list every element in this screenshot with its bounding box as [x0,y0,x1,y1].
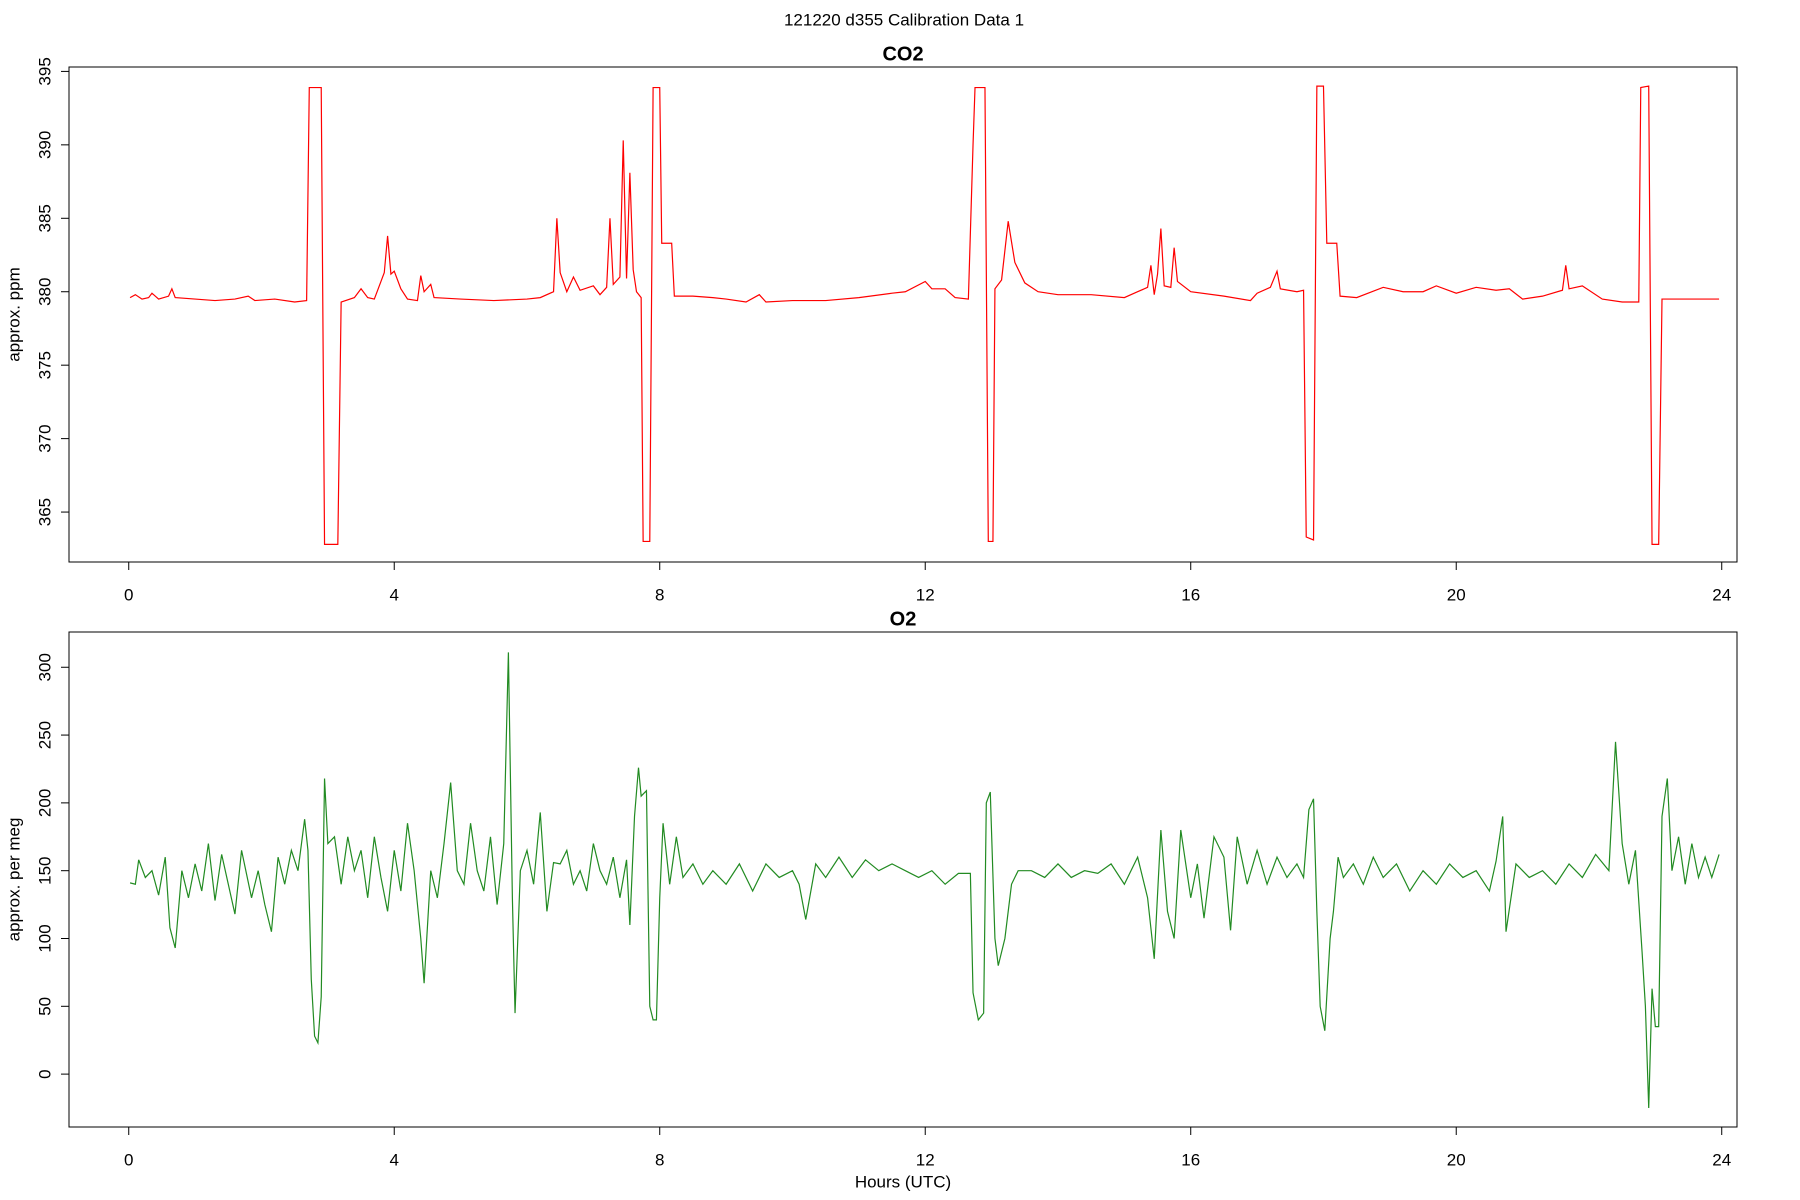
x-tick-label: 16 [1181,1150,1200,1169]
x-axis-label: Hours (UTC) [855,1172,951,1191]
y-tick-label: 200 [35,789,54,817]
x-tick-label: 8 [655,1150,664,1169]
y-tick-label: 365 [35,498,54,526]
figure-title: 121220 d355 Calibration Data 1 [784,10,1024,29]
y-tick-label: 375 [35,351,54,379]
y-tick-label: 385 [35,204,54,232]
x-tick-label: 20 [1447,585,1466,604]
y-tick-label: 370 [35,424,54,452]
plot-frame [68,631,1738,1128]
y-tick-label: 250 [35,721,54,749]
x-tick-label: 24 [1712,1150,1731,1169]
y-tick-label: 390 [35,131,54,159]
y-tick-label: 150 [35,856,54,884]
x-tick-label: 12 [916,1150,935,1169]
y-tick-label: 300 [35,653,54,681]
data-line [129,652,1720,1109]
panel-title: O2 [890,608,917,630]
x-tick-label: 20 [1447,1150,1466,1169]
y-axis-label: approx. per meg [4,818,23,942]
data-line [129,85,1720,545]
y-tick-label: 0 [35,1069,54,1078]
x-tick-label: 8 [655,585,664,604]
x-tick-label: 16 [1181,585,1200,604]
y-tick-label: 50 [35,997,54,1016]
y-tick-label: 100 [35,924,54,952]
x-tick-label: 4 [390,1150,399,1169]
y-tick-label: 380 [35,278,54,306]
x-tick-label: 0 [124,585,133,604]
x-tick-label: 12 [916,585,935,604]
x-tick-label: 0 [124,1150,133,1169]
plot-frame [68,66,1738,563]
y-tick-label: 395 [35,57,54,85]
y-axis-label: approx. ppm [4,267,23,362]
x-tick-label: 24 [1712,585,1731,604]
panel-title: CO2 [882,43,923,65]
x-tick-label: 4 [390,585,399,604]
